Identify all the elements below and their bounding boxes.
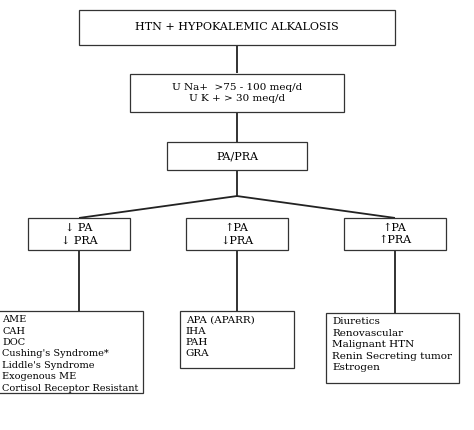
Text: AME
CAH
DOC
Cushing's Syndrome*
Liddle's Syndrome
Exogenous ME
Cortisol Receptor: AME CAH DOC Cushing's Syndrome* Liddle's… bbox=[2, 315, 138, 393]
Text: APA (APARR)
IHA
PAH
GRA: APA (APARR) IHA PAH GRA bbox=[186, 315, 255, 359]
Text: PA/PRA: PA/PRA bbox=[216, 151, 258, 161]
Text: HTN + HYPOKALEMIC ALKALOSIS: HTN + HYPOKALEMIC ALKALOSIS bbox=[135, 22, 339, 33]
Text: ↓ PA
↓ PRA: ↓ PA ↓ PRA bbox=[61, 223, 97, 246]
FancyBboxPatch shape bbox=[0, 311, 143, 393]
Text: ↑PA
↓PRA: ↑PA ↓PRA bbox=[220, 223, 254, 246]
FancyBboxPatch shape bbox=[186, 218, 288, 250]
FancyBboxPatch shape bbox=[327, 313, 459, 383]
Text: ↑PA
↑PRA: ↑PA ↑PRA bbox=[378, 223, 411, 246]
FancyBboxPatch shape bbox=[79, 9, 395, 46]
FancyBboxPatch shape bbox=[180, 311, 294, 368]
FancyBboxPatch shape bbox=[28, 218, 130, 250]
FancyBboxPatch shape bbox=[130, 74, 344, 112]
Text: U Na+  >75 - 100 meq/d
U K + > 30 meq/d: U Na+ >75 - 100 meq/d U K + > 30 meq/d bbox=[172, 83, 302, 103]
Text: Diuretics
Renovascular
Malignant HTN
Renin Secreting tumor
Estrogen: Diuretics Renovascular Malignant HTN Ren… bbox=[332, 317, 452, 372]
FancyBboxPatch shape bbox=[344, 218, 446, 250]
FancyBboxPatch shape bbox=[167, 142, 307, 170]
